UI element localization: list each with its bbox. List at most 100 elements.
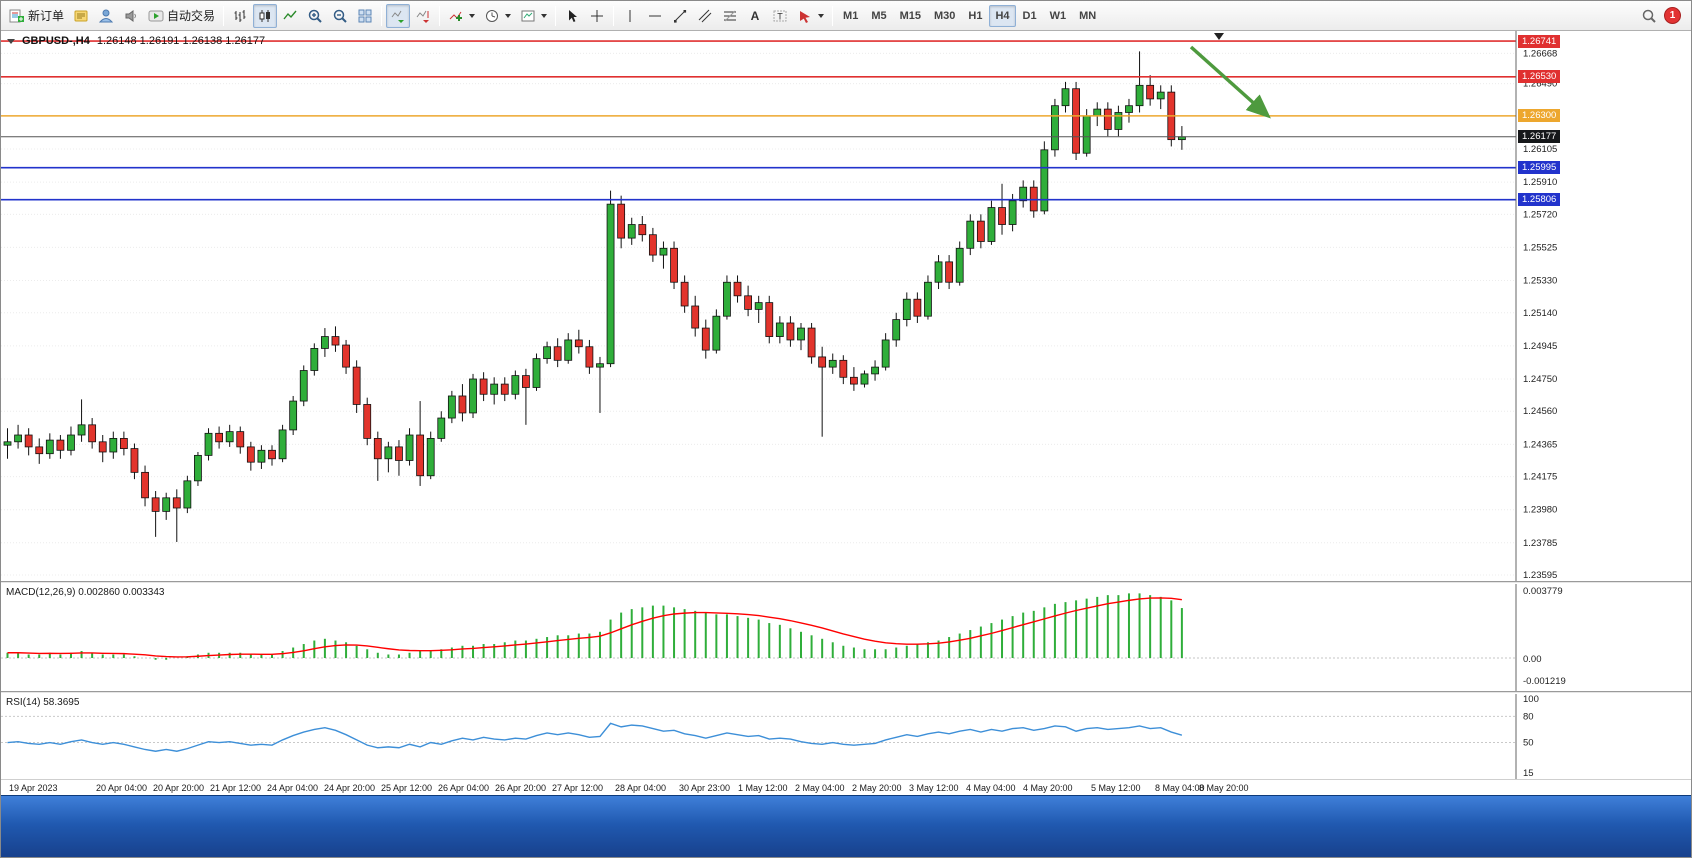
candle-body bbox=[183, 480, 192, 509]
chart-shift-button[interactable] bbox=[411, 4, 435, 28]
metaeditor-button[interactable] bbox=[69, 4, 93, 28]
candle-body bbox=[3, 441, 12, 446]
expert-advisors-button[interactable] bbox=[94, 4, 118, 28]
timeframe-h4-button[interactable]: H4 bbox=[989, 4, 1016, 27]
candle-body bbox=[966, 220, 975, 249]
text-button[interactable]: A bbox=[743, 4, 767, 28]
chevron-down-icon bbox=[541, 13, 548, 18]
candle-body bbox=[976, 220, 985, 242]
cursor-button[interactable] bbox=[560, 4, 584, 28]
candle-body bbox=[363, 404, 372, 439]
text-icon: A bbox=[751, 9, 760, 23]
new-order-button[interactable]: 新订单 bbox=[5, 4, 68, 28]
candle-body bbox=[119, 438, 128, 449]
macd-histogram bbox=[6, 593, 1183, 660]
panel-divider[interactable] bbox=[1, 691, 1691, 693]
notification-badge[interactable]: 1 bbox=[1664, 7, 1681, 24]
timeframe-m5-button[interactable]: M5 bbox=[871, 9, 887, 22]
candle-body bbox=[1125, 105, 1133, 113]
tile-windows-button[interactable] bbox=[353, 4, 377, 28]
candle-body bbox=[850, 376, 858, 385]
auto-scroll-button[interactable] bbox=[386, 3, 411, 28]
line-chart-icon bbox=[283, 10, 297, 19]
timeframe-m15-button[interactable]: M15 bbox=[899, 9, 921, 22]
candle-body bbox=[987, 207, 996, 242]
collapse-icon[interactable] bbox=[7, 38, 15, 44]
zoom-out-icon bbox=[333, 9, 347, 23]
svg-text:1.25330: 1.25330 bbox=[1523, 276, 1557, 287]
arrows-button[interactable] bbox=[793, 4, 828, 28]
candle-body bbox=[998, 207, 1006, 225]
panel-divider[interactable] bbox=[1, 581, 1691, 583]
channel-button[interactable] bbox=[693, 4, 717, 28]
candle-body bbox=[1008, 200, 1017, 225]
candle-body bbox=[543, 346, 551, 360]
trendline-button[interactable] bbox=[668, 4, 692, 28]
time-label: 20 Apr 20:00 bbox=[153, 783, 205, 793]
search-icon[interactable] bbox=[1641, 8, 1657, 24]
toolbar-separator bbox=[555, 5, 557, 26]
candle-body bbox=[871, 366, 879, 375]
timeframe-h1-button[interactable]: H1 bbox=[968, 9, 983, 22]
time-label: 26 Apr 20:00 bbox=[495, 783, 547, 793]
rsi-panel[interactable]: 100 80 50 15 bbox=[1, 694, 1692, 779]
alerts-button[interactable] bbox=[119, 4, 143, 28]
svg-text:1.26668: 1.26668 bbox=[1523, 48, 1557, 59]
zoom-in-button[interactable] bbox=[303, 4, 327, 28]
price-chart[interactable]: 1.26668 1.26490 1.26105 1.25910 1.25720 1.255… bbox=[1, 31, 1692, 581]
line-chart-button[interactable] bbox=[278, 4, 302, 28]
time-label: 4 May 04:00 bbox=[966, 783, 1016, 793]
svg-text:1.24365: 1.24365 bbox=[1523, 439, 1557, 450]
timeframe-mn-button[interactable]: MN bbox=[1079, 9, 1097, 22]
chevron-down-icon bbox=[469, 13, 476, 18]
text-label-button[interactable]: T bbox=[768, 4, 792, 28]
bar-chart-button[interactable] bbox=[228, 4, 252, 28]
candle-body bbox=[564, 339, 573, 361]
candle-body bbox=[1156, 91, 1165, 100]
candle-body bbox=[553, 346, 562, 361]
time-label: 2 May 20:00 bbox=[852, 783, 902, 793]
candle-body bbox=[786, 322, 795, 341]
time-label: 3 May 12:00 bbox=[909, 783, 959, 793]
candle-body bbox=[469, 378, 477, 414]
candle-body bbox=[807, 327, 816, 358]
svg-text:1.26105: 1.26105 bbox=[1523, 144, 1557, 155]
candle-body bbox=[172, 497, 181, 509]
timeframe-m30-button[interactable]: M30 bbox=[934, 9, 956, 22]
fibonacci-button[interactable] bbox=[718, 4, 742, 28]
timeframe-d1-button[interactable]: D1 bbox=[1022, 9, 1037, 22]
zoom-out-button[interactable] bbox=[328, 4, 352, 28]
chart-area[interactable]: 1.26668 1.26490 1.26105 1.25910 1.25720 1.255… bbox=[1, 31, 1692, 779]
candle-body bbox=[299, 370, 308, 402]
chart-shift-icon bbox=[416, 10, 430, 23]
arrow-tool-icon bbox=[800, 10, 811, 23]
candle-body bbox=[892, 319, 901, 341]
timeframe-m1-button[interactable]: M1 bbox=[843, 9, 859, 22]
svg-text:1.24560: 1.24560 bbox=[1523, 406, 1557, 417]
rsi-label: RSI(14) 58.3695 bbox=[6, 697, 80, 708]
templates-button[interactable] bbox=[516, 4, 551, 28]
price-gridlines bbox=[1, 52, 1516, 576]
chevron-down-icon bbox=[818, 13, 825, 18]
candlestick-chart-button[interactable] bbox=[253, 3, 278, 28]
candle-body bbox=[596, 363, 604, 368]
crosshair-button[interactable] bbox=[585, 4, 609, 28]
horizontal-line-button[interactable] bbox=[643, 4, 667, 28]
time-label: 28 Apr 04:00 bbox=[615, 783, 667, 793]
metaeditor-icon bbox=[74, 10, 88, 21]
indicators-button[interactable] bbox=[444, 4, 479, 28]
svg-text:0.00: 0.00 bbox=[1523, 654, 1542, 665]
candle-body bbox=[511, 375, 520, 395]
periods-button[interactable] bbox=[480, 4, 515, 28]
horizontal-line-icon bbox=[649, 15, 662, 16]
timeframe-w1-button[interactable]: W1 bbox=[1049, 9, 1067, 22]
macd-panel[interactable]: 0.003779 0.00 -0.001219 bbox=[1, 584, 1692, 691]
indicators-icon bbox=[449, 11, 463, 21]
candle-body bbox=[141, 471, 149, 499]
time-axis[interactable]: 19 Apr 2023 20 Apr 04:00 20 Apr 20:00 21 Ap… bbox=[1, 779, 1691, 795]
candle-body bbox=[860, 373, 869, 385]
time-label: 1 May 12:00 bbox=[738, 783, 788, 793]
vertical-line-button[interactable] bbox=[618, 4, 642, 28]
autotrading-button[interactable]: 自动交易 bbox=[144, 4, 219, 28]
rsi-line bbox=[7, 722, 1183, 752]
